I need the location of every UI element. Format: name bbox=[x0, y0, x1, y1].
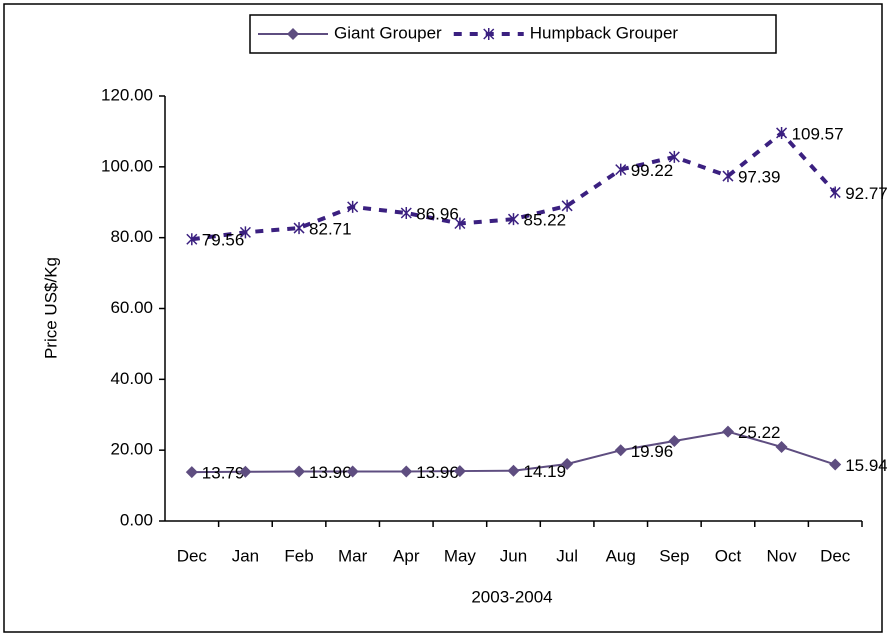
data-point bbox=[185, 466, 198, 479]
data-point bbox=[775, 440, 788, 453]
x-tick-label: Apr bbox=[393, 546, 420, 565]
data-label: 25.22 bbox=[738, 423, 781, 442]
data-point bbox=[346, 465, 359, 478]
data-point bbox=[453, 465, 466, 478]
y-tick-label: 80.00 bbox=[110, 227, 153, 246]
data-label: 19.96 bbox=[631, 442, 674, 461]
data-label: 99.22 bbox=[631, 161, 674, 180]
x-tick-label: Sep bbox=[659, 546, 689, 565]
data-label: 85.22 bbox=[524, 211, 567, 230]
data-point bbox=[561, 457, 574, 470]
y-tick-label: 100.00 bbox=[101, 156, 153, 175]
data-point bbox=[507, 213, 520, 226]
data-label: 82.71 bbox=[309, 220, 352, 239]
x-tick-label: Jun bbox=[500, 546, 527, 565]
y-tick-label: 0.00 bbox=[120, 510, 153, 529]
data-point bbox=[287, 28, 299, 40]
y-tick-label: 20.00 bbox=[110, 440, 153, 459]
data-point bbox=[776, 126, 788, 139]
y-tick-label: 60.00 bbox=[110, 298, 153, 317]
data-point bbox=[722, 170, 734, 183]
legend-box bbox=[249, 14, 777, 54]
data-label: 92.77 bbox=[845, 184, 887, 203]
data-point bbox=[829, 458, 842, 471]
data-point bbox=[454, 217, 466, 230]
y-tick-label: 120.00 bbox=[101, 85, 153, 104]
data-label: 86.96 bbox=[416, 205, 459, 224]
x-tick-label: Aug bbox=[606, 546, 636, 565]
data-point bbox=[614, 444, 627, 457]
x-tick-label: Oct bbox=[715, 546, 742, 565]
y-axis-label: Price US$/Kg bbox=[41, 257, 60, 359]
data-point bbox=[668, 434, 681, 447]
x-tick-label: Nov bbox=[766, 546, 797, 565]
x-tick-label: Jul bbox=[556, 546, 578, 565]
data-point bbox=[721, 425, 734, 438]
data-label: 13.96 bbox=[309, 463, 352, 482]
data-point bbox=[615, 163, 627, 176]
x-tick-label: May bbox=[444, 546, 477, 565]
chart-border bbox=[3, 3, 883, 633]
data-point bbox=[293, 222, 305, 235]
data-label: 14.19 bbox=[524, 462, 567, 481]
data-point bbox=[483, 28, 495, 40]
data-point bbox=[239, 226, 251, 239]
x-tick-label: Feb bbox=[284, 546, 313, 565]
data-label: 13.96 bbox=[416, 463, 459, 482]
y-tick-label: 40.00 bbox=[110, 369, 153, 388]
data-point bbox=[400, 465, 413, 478]
data-label: 13.79 bbox=[202, 464, 245, 483]
data-point bbox=[400, 207, 412, 220]
legend-label: Giant Grouper bbox=[334, 23, 442, 42]
x-tick-label: Dec bbox=[820, 546, 851, 565]
data-label: 79.56 bbox=[202, 231, 245, 250]
data-label: 97.39 bbox=[738, 168, 781, 187]
legend-label: Humpback Grouper bbox=[530, 23, 679, 42]
data-point bbox=[829, 186, 841, 199]
data-point bbox=[186, 233, 198, 246]
data-point bbox=[239, 465, 252, 478]
data-point bbox=[668, 150, 680, 163]
data-point bbox=[293, 465, 306, 478]
x-tick-label: Jan bbox=[232, 546, 259, 565]
x-tick-label: Mar bbox=[338, 546, 368, 565]
data-label: 15.94 bbox=[845, 456, 887, 475]
data-point bbox=[507, 464, 520, 477]
x-axis-label: 2003-2004 bbox=[471, 587, 552, 606]
data-point bbox=[561, 199, 573, 212]
data-label: 109.57 bbox=[792, 124, 844, 143]
x-tick-label: Dec bbox=[177, 546, 208, 565]
data-point bbox=[347, 200, 359, 213]
